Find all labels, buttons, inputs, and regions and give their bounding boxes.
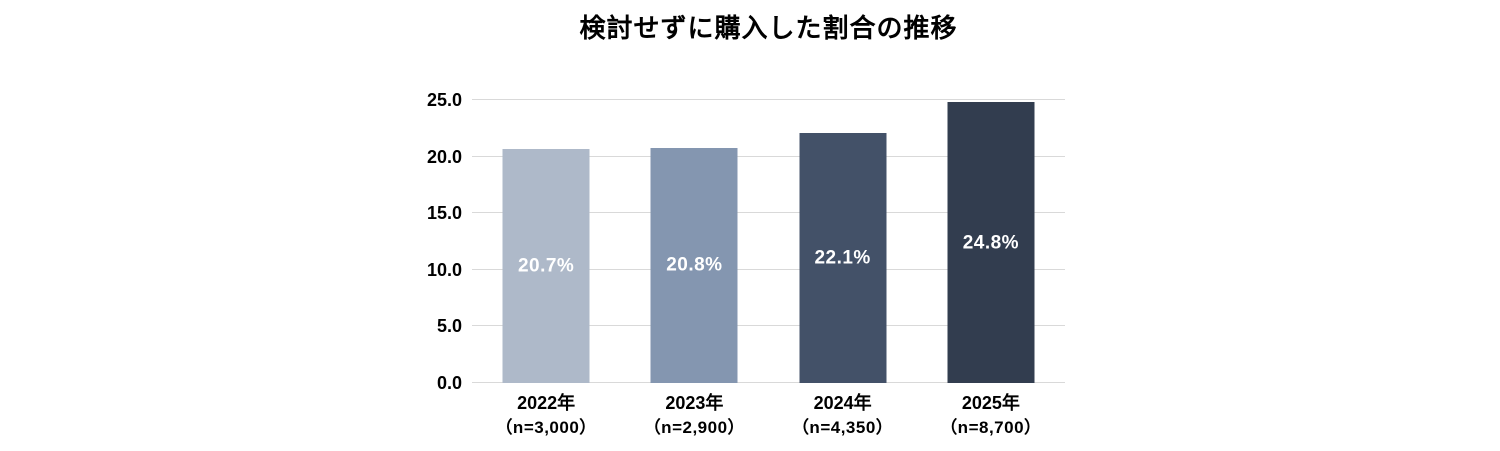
x-axis: 2022年 （n=3,000） 2023年 （n=2,900） 2024年 （n=4,35… — [472, 392, 1065, 441]
gridline-5.0 — [472, 325, 1065, 327]
bar-slot: 20.8% — [620, 100, 768, 383]
category-label: 2024年 — [813, 393, 872, 413]
gridline-15.0 — [472, 212, 1065, 214]
y-tick-label: 25.0 — [426, 90, 462, 110]
y-tick-label: 0.0 — [436, 373, 462, 393]
bar-value-label: 22.1% — [814, 247, 871, 269]
category-label: 2022年 — [517, 393, 576, 413]
x-axis-label: 2024年 （n=4,350） — [769, 392, 917, 441]
sample-size-label: （n=3,000） — [495, 418, 597, 438]
gridline-10.0 — [472, 268, 1065, 270]
x-axis-label: 2022年 （n=3,000） — [472, 392, 620, 441]
x-axis-label: 2025年 （n=8,700） — [917, 392, 1065, 441]
category-label: 2023年 — [665, 393, 724, 413]
gridline-0.0 — [472, 382, 1065, 383]
y-tick-label: 5.0 — [436, 316, 462, 337]
bar-value-label: 20.7% — [517, 255, 575, 277]
y-tick-label: 10.0 — [426, 259, 462, 280]
y-tick-label: 20.0 — [426, 146, 462, 167]
bar-value-label: 20.8% — [666, 254, 723, 276]
category-label: 2025年 — [961, 393, 1020, 413]
bar-2022年: 20.7% — [502, 148, 590, 383]
y-tick-label: 15.0 — [426, 203, 462, 224]
sample-size-label: （n=4,350） — [791, 418, 894, 438]
bar-2023年: 20.8% — [650, 147, 738, 383]
chart-title: 検討せずに購入した割合の推移 — [579, 13, 958, 43]
gridline-20.0 — [472, 155, 1065, 157]
plot-area: 20.7% 20.8% 22.1% 24.8% — [472, 99, 1065, 383]
bar-value-label: 24.8% — [962, 232, 1020, 254]
bar-slot: 22.1% — [769, 100, 917, 383]
x-axis-label: 2023年 （n=2,900） — [620, 392, 768, 441]
sample-size-label: （n=2,900） — [643, 418, 746, 438]
bar-2024年: 22.1% — [799, 132, 887, 383]
sample-size-label: （n=8,700） — [940, 418, 1042, 438]
gridline-25.0 — [472, 99, 1065, 100]
bar-slot: 24.8% — [917, 100, 1065, 383]
bar-slot: 20.7% — [472, 100, 620, 383]
y-axis: 25.0 20.0 15.0 10.0 5.0 0.0 — [398, 91, 462, 392]
bar-2025年: 24.8% — [947, 102, 1035, 383]
bars-container: 20.7% 20.8% 22.1% 24.8% — [472, 100, 1065, 383]
